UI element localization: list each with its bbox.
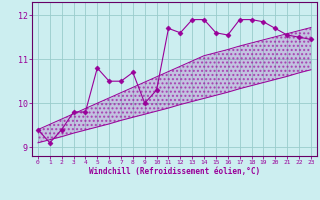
X-axis label: Windchill (Refroidissement éolien,°C): Windchill (Refroidissement éolien,°C)	[89, 167, 260, 176]
